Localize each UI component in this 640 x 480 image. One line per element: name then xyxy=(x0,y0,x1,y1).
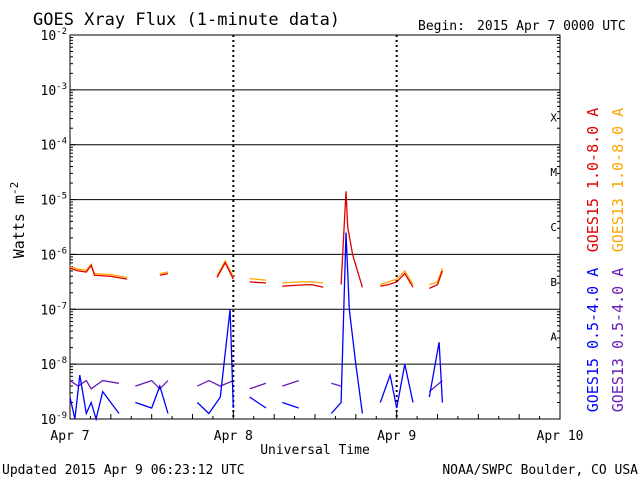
series-line xyxy=(249,396,267,409)
series-line xyxy=(429,267,444,286)
series-line xyxy=(428,342,444,403)
series-line xyxy=(159,272,169,276)
y-tick-label: 10-5 xyxy=(41,192,68,209)
series-line xyxy=(197,379,234,387)
series-line xyxy=(380,272,414,288)
y-tick-exponent: -4 xyxy=(56,137,67,147)
legend-entry: GOES15 0.5-4.0 A xyxy=(584,268,602,413)
x-tick-label: Apr 9 xyxy=(377,429,416,444)
series-line xyxy=(135,379,169,390)
series-line xyxy=(69,374,120,422)
series-line xyxy=(196,309,234,415)
series-line xyxy=(428,380,443,393)
flare-class-label: B xyxy=(550,276,557,289)
plot-frame xyxy=(69,34,561,420)
series-line xyxy=(380,269,414,286)
series-line xyxy=(330,232,364,414)
series-line xyxy=(379,363,414,409)
y-axis-label-text: Watts m xyxy=(10,195,28,258)
series-line xyxy=(282,401,299,409)
x-tick-label: Apr 8 xyxy=(214,429,253,444)
legend-entry: GOES13 0.5-4.0 A xyxy=(609,268,627,413)
flare-class-label: C xyxy=(550,221,557,234)
series-line xyxy=(282,379,299,387)
legend-entry: GOES15 1.0-8.0 A xyxy=(584,108,602,253)
series-line xyxy=(249,281,267,284)
x-tick-label: Apr 7 xyxy=(50,429,89,444)
grid-lines xyxy=(70,35,560,419)
legend-entry: GOES13 1.0-8.0 A xyxy=(609,108,627,253)
flare-class-label: A xyxy=(550,331,557,344)
series-line xyxy=(282,281,324,284)
x-axis-label: Universal Time xyxy=(260,443,370,458)
y-tick-exponent: -6 xyxy=(56,246,67,256)
y-tick-label: 10-6 xyxy=(41,246,68,263)
y-tick-label: 10-7 xyxy=(41,301,68,318)
y-tick-label: 10-4 xyxy=(41,137,68,154)
chart-title: GOES Xray Flux (1-minute data) xyxy=(33,10,340,30)
y-tick-label: 10-8 xyxy=(41,356,68,373)
series-line xyxy=(135,384,169,414)
x-tick-label: Apr 10 xyxy=(537,429,584,444)
y-tick-label: 10-9 xyxy=(41,411,68,428)
series-line xyxy=(429,270,444,289)
series-line xyxy=(69,262,128,279)
y-tick-label: 10-2 xyxy=(41,27,68,44)
flare-class-labels: X M C B A xyxy=(550,111,557,343)
series-line xyxy=(282,283,324,288)
series-lines xyxy=(69,191,444,422)
flare-class-label: M xyxy=(550,166,557,179)
y-axis-label-exponent: -2 xyxy=(8,182,21,195)
y-tick-exponent: -7 xyxy=(56,301,67,311)
y-axis-label: Watts m-2 xyxy=(8,182,28,258)
series-line xyxy=(249,277,267,281)
series-line xyxy=(69,264,128,280)
data-source: NOAA/SWPC Boulder, CO USA xyxy=(442,463,638,478)
legend: GOES15 1.0-8.0 A GOES13 1.0-8.0 A GOES15 0… xyxy=(584,108,627,413)
series-line xyxy=(331,382,342,387)
y-tick-exponent: -8 xyxy=(56,356,67,366)
begin-value: 2015 Apr 7 0000 UTC xyxy=(477,19,626,34)
begin-label: Begin: xyxy=(418,19,465,34)
series-line xyxy=(340,191,364,288)
y-axis-ticks: 10-9 10-8 10-7 10-6 10-5 10-4 10-3 10-2 xyxy=(41,27,560,428)
series-line xyxy=(69,379,120,390)
x-axis-ticks: Apr 7 Apr 8 Apr 9 Apr 10 xyxy=(50,412,583,444)
flare-class-label: X xyxy=(550,111,557,124)
y-tick-exponent: -9 xyxy=(56,411,67,421)
series-line xyxy=(249,382,267,390)
y-tick-label: 10-3 xyxy=(41,82,68,99)
y-tick-exponent: -2 xyxy=(56,27,67,37)
series-line xyxy=(216,261,234,280)
series-line xyxy=(159,271,169,275)
y-tick-exponent: -5 xyxy=(56,192,67,202)
series-line xyxy=(216,259,234,277)
y-tick-exponent: -3 xyxy=(56,82,67,92)
updated-timestamp: Updated 2015 Apr 9 06:23:12 UTC xyxy=(2,463,245,478)
